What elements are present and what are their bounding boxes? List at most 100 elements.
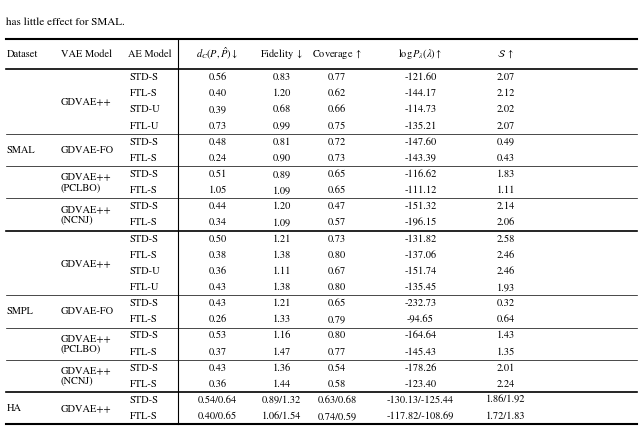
Text: -94.65: -94.65 <box>407 315 434 324</box>
Text: FTL-U: FTL-U <box>130 282 159 292</box>
Text: 0.37: 0.37 <box>209 347 227 356</box>
Text: 0.99: 0.99 <box>273 121 291 131</box>
Text: -164.64: -164.64 <box>404 331 436 340</box>
Text: 1.21: 1.21 <box>273 234 291 243</box>
Text: 0.74/0.59: 0.74/0.59 <box>317 411 357 421</box>
Text: 0.80: 0.80 <box>328 282 346 292</box>
Text: 1.09: 1.09 <box>273 218 291 227</box>
Text: -147.60: -147.60 <box>404 137 436 147</box>
Text: GDVAE++
(PCLBO): GDVAE++ (PCLBO) <box>61 172 111 193</box>
Text: 2.07: 2.07 <box>497 121 515 131</box>
Text: 0.39: 0.39 <box>209 105 227 114</box>
Text: -144.17: -144.17 <box>404 89 436 98</box>
Text: STD-S: STD-S <box>130 137 159 147</box>
Text: 1.21: 1.21 <box>273 298 291 308</box>
Text: 0.56: 0.56 <box>209 73 227 82</box>
Text: FTL-S: FTL-S <box>130 153 157 163</box>
Text: Fidelity $\downarrow$: Fidelity $\downarrow$ <box>260 47 303 61</box>
Text: FTL-S: FTL-S <box>130 218 157 227</box>
Text: 0.89/1.32: 0.89/1.32 <box>262 395 301 405</box>
Text: STD-S: STD-S <box>130 363 159 373</box>
Text: 1.33: 1.33 <box>273 315 291 324</box>
Text: GDVAE-FO: GDVAE-FO <box>61 145 114 155</box>
Text: GDVAE-FO: GDVAE-FO <box>61 307 114 316</box>
Text: 0.68: 0.68 <box>273 105 291 114</box>
Text: 1.20: 1.20 <box>273 89 291 98</box>
Text: 2.12: 2.12 <box>497 89 515 98</box>
Text: 1.36: 1.36 <box>273 363 291 373</box>
Text: FTL-S: FTL-S <box>130 347 157 356</box>
Text: 0.65: 0.65 <box>328 298 346 308</box>
Text: 1.35: 1.35 <box>497 347 515 356</box>
Text: 0.40: 0.40 <box>209 89 227 98</box>
Text: -135.45: -135.45 <box>404 282 436 292</box>
Text: AE Model: AE Model <box>128 49 172 59</box>
Text: 0.49: 0.49 <box>497 137 515 147</box>
Text: -121.60: -121.60 <box>404 73 436 82</box>
Text: 2.07: 2.07 <box>497 73 515 82</box>
Text: 1.83: 1.83 <box>497 169 515 179</box>
Text: 0.66: 0.66 <box>328 105 346 114</box>
Text: has little effect for SMAL.: has little effect for SMAL. <box>6 17 125 27</box>
Text: 0.54/0.64: 0.54/0.64 <box>198 395 237 405</box>
Text: 1.43: 1.43 <box>497 331 515 340</box>
Text: 0.64: 0.64 <box>497 315 515 324</box>
Text: -178.26: -178.26 <box>404 363 436 373</box>
Text: $\mathcal{S}$ $\uparrow$: $\mathcal{S}$ $\uparrow$ <box>497 48 515 60</box>
Text: FTL-S: FTL-S <box>130 315 157 324</box>
Text: 0.43: 0.43 <box>209 363 227 373</box>
Text: STD-U: STD-U <box>130 266 161 276</box>
Text: GDVAE++
(NCNJ): GDVAE++ (NCNJ) <box>61 204 111 225</box>
Text: 0.51: 0.51 <box>209 169 227 179</box>
Text: -130.13/-125.44: -130.13/-125.44 <box>387 395 454 405</box>
Text: 2.14: 2.14 <box>497 202 515 211</box>
Text: Dataset: Dataset <box>6 49 38 59</box>
Text: STD-S: STD-S <box>130 234 159 243</box>
Text: -114.73: -114.73 <box>404 105 436 114</box>
Text: 1.38: 1.38 <box>273 282 291 292</box>
Text: 0.65: 0.65 <box>328 169 346 179</box>
Text: GDVAE++
(NCNJ): GDVAE++ (NCNJ) <box>61 365 111 386</box>
Text: 0.32: 0.32 <box>497 298 515 308</box>
Text: -123.40: -123.40 <box>404 379 436 389</box>
Text: 0.24: 0.24 <box>209 153 227 163</box>
Text: -196.15: -196.15 <box>404 218 436 227</box>
Text: FTL-S: FTL-S <box>130 379 157 389</box>
Text: 0.57: 0.57 <box>328 218 346 227</box>
Text: -116.62: -116.62 <box>404 169 436 179</box>
Text: -232.73: -232.73 <box>404 298 436 308</box>
Text: 1.09: 1.09 <box>273 185 291 195</box>
Text: STD-S: STD-S <box>130 169 159 179</box>
Text: FTL-S: FTL-S <box>130 89 157 98</box>
Text: FTL-U: FTL-U <box>130 121 159 131</box>
Text: 2.06: 2.06 <box>497 218 515 227</box>
Text: 0.83: 0.83 <box>273 73 291 82</box>
Text: 2.46: 2.46 <box>497 250 515 260</box>
Text: $d_C(P, \hat{P})\downarrow$: $d_C(P, \hat{P})\downarrow$ <box>196 46 239 62</box>
Text: 1.93: 1.93 <box>497 282 515 292</box>
Text: 0.63/0.68: 0.63/0.68 <box>317 395 357 405</box>
Text: GDVAE++: GDVAE++ <box>61 404 111 413</box>
Text: 0.34: 0.34 <box>209 218 227 227</box>
Text: GDVAE++: GDVAE++ <box>61 97 111 107</box>
Text: $\log P_\lambda(\lambda) \uparrow$: $\log P_\lambda(\lambda) \uparrow$ <box>398 47 443 61</box>
Text: 2.24: 2.24 <box>497 379 515 389</box>
Text: 0.53: 0.53 <box>209 331 227 340</box>
Text: STD-S: STD-S <box>130 73 159 82</box>
Text: -111.12: -111.12 <box>404 185 436 195</box>
Text: 0.44: 0.44 <box>209 202 227 211</box>
Text: 1.47: 1.47 <box>273 347 291 356</box>
Text: 0.80: 0.80 <box>328 250 346 260</box>
Text: 1.44: 1.44 <box>273 379 291 389</box>
Text: 0.72: 0.72 <box>328 137 346 147</box>
Text: 1.11: 1.11 <box>497 185 515 195</box>
Text: 0.36: 0.36 <box>209 379 227 389</box>
Text: 2.02: 2.02 <box>497 105 515 114</box>
Text: 0.67: 0.67 <box>328 266 346 276</box>
Text: STD-S: STD-S <box>130 202 159 211</box>
Text: 0.77: 0.77 <box>328 73 346 82</box>
Text: 0.89: 0.89 <box>273 169 291 179</box>
Text: STD-S: STD-S <box>130 298 159 308</box>
Text: 2.58: 2.58 <box>497 234 515 243</box>
Text: STD-U: STD-U <box>130 105 161 114</box>
